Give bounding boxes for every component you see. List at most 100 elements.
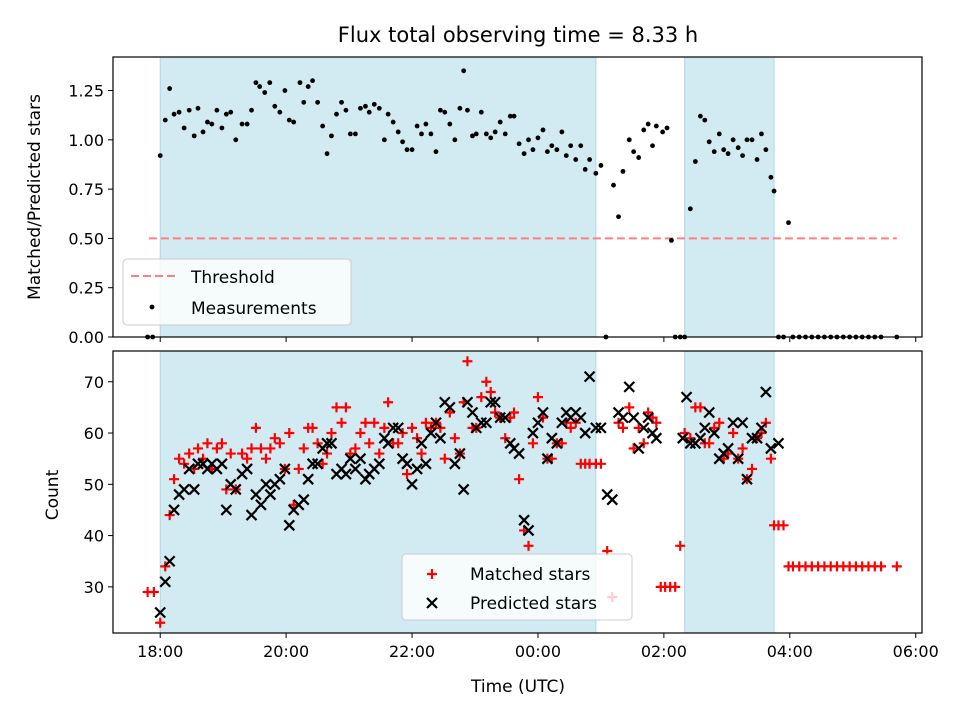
data-point [352,131,358,137]
data-point [563,153,569,158]
data-point [279,463,291,475]
data-point [312,438,323,449]
data-point [188,483,200,496]
data-point [556,438,567,449]
data-point [310,78,315,84]
data-point [620,168,626,174]
data-point [186,107,192,113]
legend-box [401,553,633,621]
data-point [420,458,432,470]
data-point [636,155,642,160]
data-point [617,411,629,424]
data-point [376,105,382,111]
data-point [198,453,209,464]
top-axes-frame [112,56,923,338]
legend-label: Measurements [191,299,317,319]
data-point [402,469,413,480]
data-point [250,422,261,433]
bottom-ytick-label: 70 [84,373,104,392]
data-point [350,443,361,454]
top-legend: Threshold Measurements [122,258,352,326]
data-point [475,417,488,429]
bottom-ytick-label: 40 [84,527,104,546]
data-point [383,397,394,408]
data-point [250,488,262,501]
top-ytick-label: 1.25 [68,82,104,101]
data-point [407,422,418,433]
top-ytick-label: 0.00 [68,328,104,347]
data-point [457,483,470,496]
data-point [509,407,520,418]
data-point [462,356,473,367]
data-point [669,237,674,243]
data-point [521,151,527,157]
data-point [452,137,458,143]
data-point [167,86,173,91]
data-point [466,406,479,419]
data-point [638,438,649,449]
data-point [578,143,584,149]
data-point [340,468,352,480]
data-point [192,458,204,470]
data-point [680,391,693,403]
data-point [381,137,387,143]
legend-label: Threshold [190,268,275,288]
data-point [786,220,791,226]
data-point [366,109,372,115]
data-point [527,427,539,439]
data-point [301,99,307,105]
data-point [737,443,748,454]
data-point [876,561,887,572]
data-point [751,432,763,444]
data-point [653,123,659,129]
data-point [233,137,239,143]
top-shaded-span-1 [684,56,775,338]
data-point [339,99,344,105]
data-point [721,147,727,153]
data-point [400,139,406,145]
data-point [284,428,295,439]
data-point [406,478,418,491]
data-point [641,127,647,133]
data-point [334,111,339,117]
data-point [664,125,670,131]
data-point [476,392,487,403]
data-point [324,151,330,157]
data-point [214,107,220,113]
data-point [344,452,357,465]
data-point [623,381,636,393]
data-point [447,121,453,127]
xtick-label: 06:00 [893,642,939,661]
data-point [302,473,314,485]
data-point [760,386,772,398]
data-point [573,157,579,162]
bottom-shaded-span-1 [684,350,775,634]
data-point [246,443,257,454]
data-point [480,417,493,429]
data-point [393,438,404,449]
data-point [627,411,640,424]
data-point [749,137,755,143]
data-point [392,422,404,434]
legend-label: Predicted stars [470,594,597,614]
data-point [725,151,731,157]
data-point [643,407,654,418]
data-point [293,463,304,474]
data-point [200,129,206,135]
data-point [628,443,639,454]
data-point [260,453,271,464]
data-point [373,458,386,470]
bottom-series-predicted-stars [154,370,785,619]
data-point [732,452,744,465]
data-point [336,417,347,428]
data-point [277,109,283,115]
data-point [343,107,349,113]
data-point [484,396,497,409]
bottom-xlabel: Time (UTC) [470,677,565,697]
data-point [282,88,288,93]
data-point [428,131,434,137]
data-point [354,452,367,465]
data-point [490,407,501,418]
data-point [891,561,902,572]
data-point [379,422,390,433]
